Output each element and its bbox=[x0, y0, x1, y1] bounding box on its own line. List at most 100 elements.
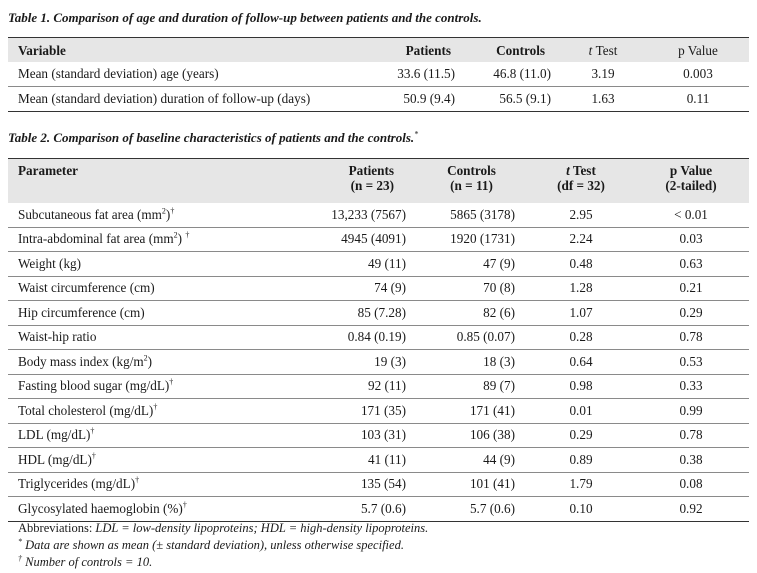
table2-cell-t: 0.64 bbox=[529, 349, 633, 374]
table-row: Hip circumference (cm) 85 (7.28) 82 (6) 1.0… bbox=[8, 300, 749, 325]
table2-row-label: Hip circumference (cm) bbox=[8, 300, 270, 325]
table2-header-controls: Controls (n = 11) bbox=[447, 163, 496, 193]
table1-caption-label: Table 1. bbox=[8, 10, 51, 25]
table2-cell-p: 0.63 bbox=[633, 251, 749, 276]
table2-cell-patients: 85 (7.28) bbox=[270, 300, 414, 325]
table2-cell-p: 0.38 bbox=[633, 447, 749, 472]
table2: Parameter Patients (n = 23) Controls (n = … bbox=[8, 158, 749, 522]
table2-row-label: Intra-abdominal fat area (mm2) † bbox=[8, 226, 270, 252]
table2-cell-controls: 44 (9) bbox=[414, 447, 529, 472]
footnote-controls-note: † Number of controls = 10. bbox=[18, 553, 153, 569]
table2-row-label: Triglycerides (mg/dL)† bbox=[8, 471, 270, 497]
table2-cell-t: 0.98 bbox=[529, 373, 633, 399]
table2-cell-t: 0.28 bbox=[529, 324, 633, 350]
table2-cell-patients: 19 (3) bbox=[270, 349, 414, 374]
table2-header-patients: Patients (n = 23) bbox=[348, 163, 394, 193]
table-row: Mean (standard deviation) age (years) 33… bbox=[8, 62, 749, 87]
table2-cell-patients: 74 (9) bbox=[270, 275, 414, 301]
table2-caption-label: Table 2. bbox=[8, 130, 51, 145]
table2-header-row: Parameter Patients (n = 23) Controls (n = … bbox=[8, 158, 749, 203]
table2-cell-patients: 103 (31) bbox=[270, 422, 414, 448]
table-row: Fasting blood sugar (mg/dL)† 92 (11) 89 (7… bbox=[8, 373, 749, 399]
table2-cell-t: 2.24 bbox=[529, 226, 633, 252]
table2-cell-patients: 4945 (4091) bbox=[270, 226, 414, 252]
table1-header-ttest: t Test bbox=[588, 42, 618, 58]
footnote-data-note: * Data are shown as mean (± standard dev… bbox=[18, 536, 404, 552]
table2-row-label: HDL (mg/dL)† bbox=[8, 447, 270, 472]
table2-cell-t: 1.79 bbox=[529, 471, 633, 497]
table-row: Waist circumference (cm) 74 (9) 70 (8) 1.28… bbox=[8, 275, 749, 301]
table2-cell-patients: 135 (54) bbox=[270, 471, 414, 497]
table1-header-controls: Controls bbox=[496, 42, 545, 58]
table1-caption: Table 1. Comparison of age and duration … bbox=[8, 10, 482, 26]
table2-cell-controls: 18 (3) bbox=[414, 349, 529, 374]
table-row: Body mass index (kg/m2) 19 (3) 18 (3) 0.64 0… bbox=[8, 349, 749, 374]
table2-cell-t: 0.10 bbox=[529, 496, 633, 521]
table2-row-label: Body mass index (kg/m2) bbox=[8, 349, 270, 374]
table-row: Total cholesterol (mg/dL)† 171 (35) 171 (4… bbox=[8, 398, 749, 423]
table2-row-label: LDL (mg/dL)† bbox=[8, 422, 270, 448]
table2-cell-patients: 5.7 (0.6) bbox=[270, 496, 414, 521]
table2-caption: Table 2. Comparison of baseline characte… bbox=[8, 130, 418, 146]
table-row: Weight (kg) 49 (11) 47 (9) 0.48 0.63 bbox=[8, 251, 749, 276]
table2-header-ttest: t Test (df = 32) bbox=[557, 163, 605, 193]
table2-row-label: Glycosylated haemoglobin (%)† bbox=[8, 496, 270, 521]
table2-row-label: Waist-hip ratio bbox=[8, 324, 270, 350]
table2-cell-patients: 49 (11) bbox=[270, 251, 414, 276]
table-row: Intra-abdominal fat area (mm2) † 4945 (40… bbox=[8, 226, 749, 252]
table2-cell-controls: 171 (41) bbox=[414, 398, 529, 423]
table2-cell-t: 0.01 bbox=[529, 398, 633, 423]
table2-cell-controls: 89 (7) bbox=[414, 373, 529, 399]
table2-row-label: Fasting blood sugar (mg/dL)† bbox=[8, 373, 270, 399]
table2-cell-controls: 82 (6) bbox=[414, 300, 529, 325]
table1-cell-p: 0.003 bbox=[683, 66, 713, 81]
table1-cell-patients: 50.9 (9.4) bbox=[367, 86, 463, 112]
table1-header-variable: Variable bbox=[18, 42, 66, 58]
footnote-abbreviations: Abbreviations: LDL = low-density lipopro… bbox=[18, 521, 429, 535]
table1: Variable Patients Controls t Test p Valu… bbox=[8, 37, 749, 112]
table2-cell-t: 1.28 bbox=[529, 275, 633, 301]
table-row: Subcutaneous fat area (mm2)† 13,233 (7567… bbox=[8, 203, 749, 227]
table1-cell-p: 0.11 bbox=[647, 86, 749, 112]
table2-cell-t: 0.29 bbox=[529, 422, 633, 448]
table2-header-parameter: Parameter bbox=[18, 163, 79, 178]
table-row: Mean (standard deviation) duration of fo… bbox=[8, 86, 749, 112]
table1-row-label: Mean (standard deviation) duration of fo… bbox=[8, 86, 367, 112]
table2-cell-p: 0.29 bbox=[633, 300, 749, 325]
table-row: Waist-hip ratio 0.84 (0.19) 0.85 (0.07) 0.2… bbox=[8, 324, 749, 350]
table2-cell-p: 0.78 bbox=[633, 324, 749, 350]
table2-cell-patients: 92 (11) bbox=[270, 373, 414, 399]
table2-cell-controls: 5.7 (0.6) bbox=[414, 496, 529, 521]
table2-cell-p: 0.08 bbox=[633, 471, 749, 497]
table1-cell-t: 1.63 bbox=[559, 86, 647, 112]
table2-cell-patients: 13,233 (7567) bbox=[331, 206, 406, 222]
table-row: HDL (mg/dL)† 41 (11) 44 (9) 0.89 0.38 bbox=[8, 447, 749, 472]
table2-cell-patients: 0.84 (0.19) bbox=[270, 324, 414, 350]
table1-cell-patients: 33.6 (11.5) bbox=[397, 66, 455, 81]
table2-cell-controls: 106 (38) bbox=[414, 422, 529, 448]
table1-caption-text: Comparison of age and duration of follow… bbox=[53, 10, 482, 25]
table2-caption-text: Comparison of baseline characteristics o… bbox=[53, 130, 415, 145]
table2-cell-controls: 0.85 (0.07) bbox=[414, 324, 529, 350]
table2-cell-patients: 41 (11) bbox=[270, 447, 414, 472]
table2-cell-p: 0.21 bbox=[633, 275, 749, 301]
table2-cell-controls: 1920 (1731) bbox=[414, 226, 529, 252]
table2-cell-t: 0.89 bbox=[529, 447, 633, 472]
table1-cell-controls: 56.5 (9.1) bbox=[463, 86, 559, 112]
table1-cell-controls: 46.8 (11.0) bbox=[493, 66, 551, 81]
table2-cell-p: 0.78 bbox=[633, 422, 749, 448]
table2-cell-p: 0.33 bbox=[633, 373, 749, 399]
table1-cell-t: 3.19 bbox=[591, 66, 615, 81]
table2-cell-t: 0.48 bbox=[529, 251, 633, 276]
table2-row-label: Waist circumference (cm) bbox=[8, 275, 270, 301]
table2-row-label: Weight (kg) bbox=[8, 251, 270, 276]
table2-caption-mark: * bbox=[414, 129, 419, 139]
table2-cell-controls: 47 (9) bbox=[414, 251, 529, 276]
table1-header-pvalue: p Value bbox=[678, 42, 718, 58]
table1-row-label: Mean (standard deviation) age (years) bbox=[18, 66, 219, 81]
table2-cell-controls: 70 (8) bbox=[414, 275, 529, 301]
table2-cell-p: 0.53 bbox=[633, 349, 749, 374]
table2-cell-p: 0.99 bbox=[633, 398, 749, 423]
table-row: Triglycerides (mg/dL)† 135 (54) 101 (41) 1.… bbox=[8, 471, 749, 497]
table2-cell-patients: 171 (35) bbox=[270, 398, 414, 423]
